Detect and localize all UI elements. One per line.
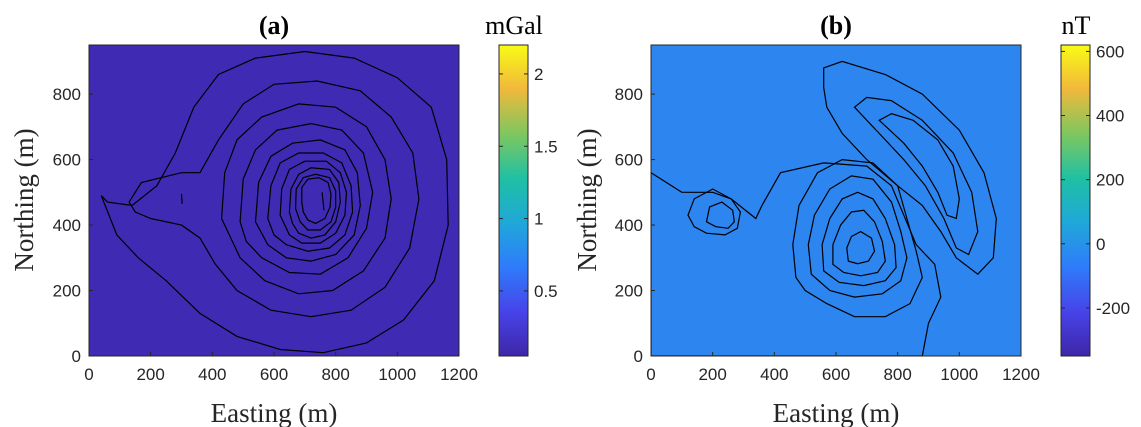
- panel-a-contour-level-4: [254, 139, 361, 262]
- panel-b-xtick-label-4: 800: [883, 365, 911, 384]
- panel-a-contours: [100, 50, 449, 354]
- panel-b-ytick-label-3: 600: [615, 151, 643, 170]
- panel-a-plot-background: [89, 45, 459, 356]
- panel-b-contour-level-5: [821, 191, 897, 287]
- panel-b-cbtick-label-4: 600: [1096, 42, 1124, 61]
- panel-a-cbtick-label-1: 1: [534, 210, 543, 229]
- panel-a-cbtick-label-0: 0.5: [534, 282, 558, 301]
- panel-a-ytick-label-0: 0: [72, 347, 81, 366]
- panel-a-title: (a): [259, 11, 289, 40]
- panel-b-ylabel: Northing (m): [572, 128, 602, 271]
- panel-a-xtick-label-1: 200: [136, 365, 164, 384]
- panel-a-xtick-label-5: 1000: [378, 365, 416, 384]
- panel-a-ytick-label-2: 400: [53, 216, 81, 235]
- panel-b-contour-level-2: [792, 158, 923, 318]
- panel-b-title: (b): [820, 11, 852, 40]
- panel-b-xtick-label-3: 600: [822, 365, 850, 384]
- panel-a-ytick-label-3: 600: [53, 151, 81, 170]
- panel-a-y-axis: 0 200 400 600 800: [53, 85, 93, 366]
- panel-b-contour-level-10: [878, 113, 960, 220]
- panel-b-contour-level-1: [687, 188, 742, 236]
- panel-b-xtick-label-1: 200: [698, 365, 726, 384]
- panel-b-x-axis: 0 200 400 600 800 1000 1200: [646, 352, 1040, 384]
- panel-a-xtick-label-4: 800: [321, 365, 349, 384]
- panel-a-saddle-mark: [180, 193, 183, 204]
- panel-a-contour-level-0: [100, 50, 449, 354]
- panel-a-cbtick-label-3: 2: [534, 65, 543, 84]
- panel-b-xtick-label-0: 0: [646, 365, 655, 384]
- panel-b-colorbar: [1060, 44, 1091, 357]
- panel-b: (b) 0 200 400 600 800 1000 1200 0200400600800 …: [572, 11, 1130, 427]
- panel-b-contour-level-4: [807, 175, 908, 298]
- panel-a-cbtick-label-2: 1.5: [534, 137, 558, 156]
- panel-b-colorbar-label: nT: [1062, 11, 1091, 40]
- panel-b-contour-level-9: [853, 96, 979, 256]
- panel-a-contour-level-3: [239, 122, 374, 275]
- panel-b-ytick-label-2: 400: [615, 216, 643, 235]
- panel-b-plot-background: [651, 45, 1021, 356]
- panel-a-xlabel: Easting (m): [211, 398, 338, 427]
- panel-a-ytick-label-1: 200: [53, 282, 81, 301]
- panel-b-xlabel: Easting (m): [773, 398, 900, 427]
- panel-a-xtick-label-2: 400: [198, 365, 226, 384]
- panel-b-xtick-label-2: 400: [760, 365, 788, 384]
- panel-a-contour-level-6: [279, 160, 348, 244]
- panel-b-cbtick-label-2: 200: [1096, 171, 1124, 190]
- panel-b-cbtick-label-3: 400: [1096, 107, 1124, 126]
- panel-b-contour-level-3: [705, 201, 735, 229]
- panel-b-contour-level-6: [832, 209, 886, 277]
- panel-a-colorbar: [498, 44, 529, 357]
- panel-b-contours: [651, 60, 997, 356]
- panel-a-xtick-label-6: 1200: [440, 365, 478, 384]
- panel-a-x-axis: 0 200 400 600 800 1000 1200: [84, 352, 478, 384]
- panel-b-ytick-label-1: 200: [615, 282, 643, 301]
- panel-b-cbtick-label-0: -200: [1096, 299, 1130, 318]
- panel-a-contour-level-7: [288, 167, 341, 239]
- panel-b-ytick-label-4: 800: [615, 85, 643, 104]
- panel-a: (a) 0 200 400 600 800 1000 1200 0200400600800 …: [9, 11, 558, 427]
- panel-a-ytick-label-4: 800: [53, 85, 81, 104]
- panel-b-ytick-label-0: 0: [634, 347, 643, 366]
- panel-a-colorbar-ticks: 0.5 1 1.5 2: [499, 65, 558, 301]
- panel-a-contour-level-2: [220, 103, 392, 295]
- panel-a-colorbar-label: mGal: [485, 11, 543, 40]
- panel-b-cbtick-label-1: 0: [1096, 235, 1105, 254]
- panel-a-contour-level-1: [128, 80, 420, 318]
- panel-b-contour-level-7: [846, 230, 876, 265]
- panel-a-xtick-label-3: 600: [260, 365, 288, 384]
- panel-a-contour-level-8: [294, 173, 337, 231]
- panel-a-ylabel: Northing (m): [9, 128, 39, 271]
- panel-a-contour-level-5: [267, 152, 354, 252]
- panel-a-peak-mark: [321, 192, 325, 211]
- panel-a-contour-level-9: [301, 176, 332, 225]
- panel-b-colorbar-ticks: -200 0 200 400 600: [1061, 42, 1130, 318]
- panel-b-xtick-label-6: 1200: [1002, 365, 1040, 384]
- panel-b-contour-level-8: [823, 60, 997, 276]
- panel-b-xtick-label-5: 1000: [940, 365, 978, 384]
- panel-b-y-axis: 0 200 400 600 800: [615, 85, 655, 366]
- panel-a-xtick-label-0: 0: [84, 365, 93, 384]
